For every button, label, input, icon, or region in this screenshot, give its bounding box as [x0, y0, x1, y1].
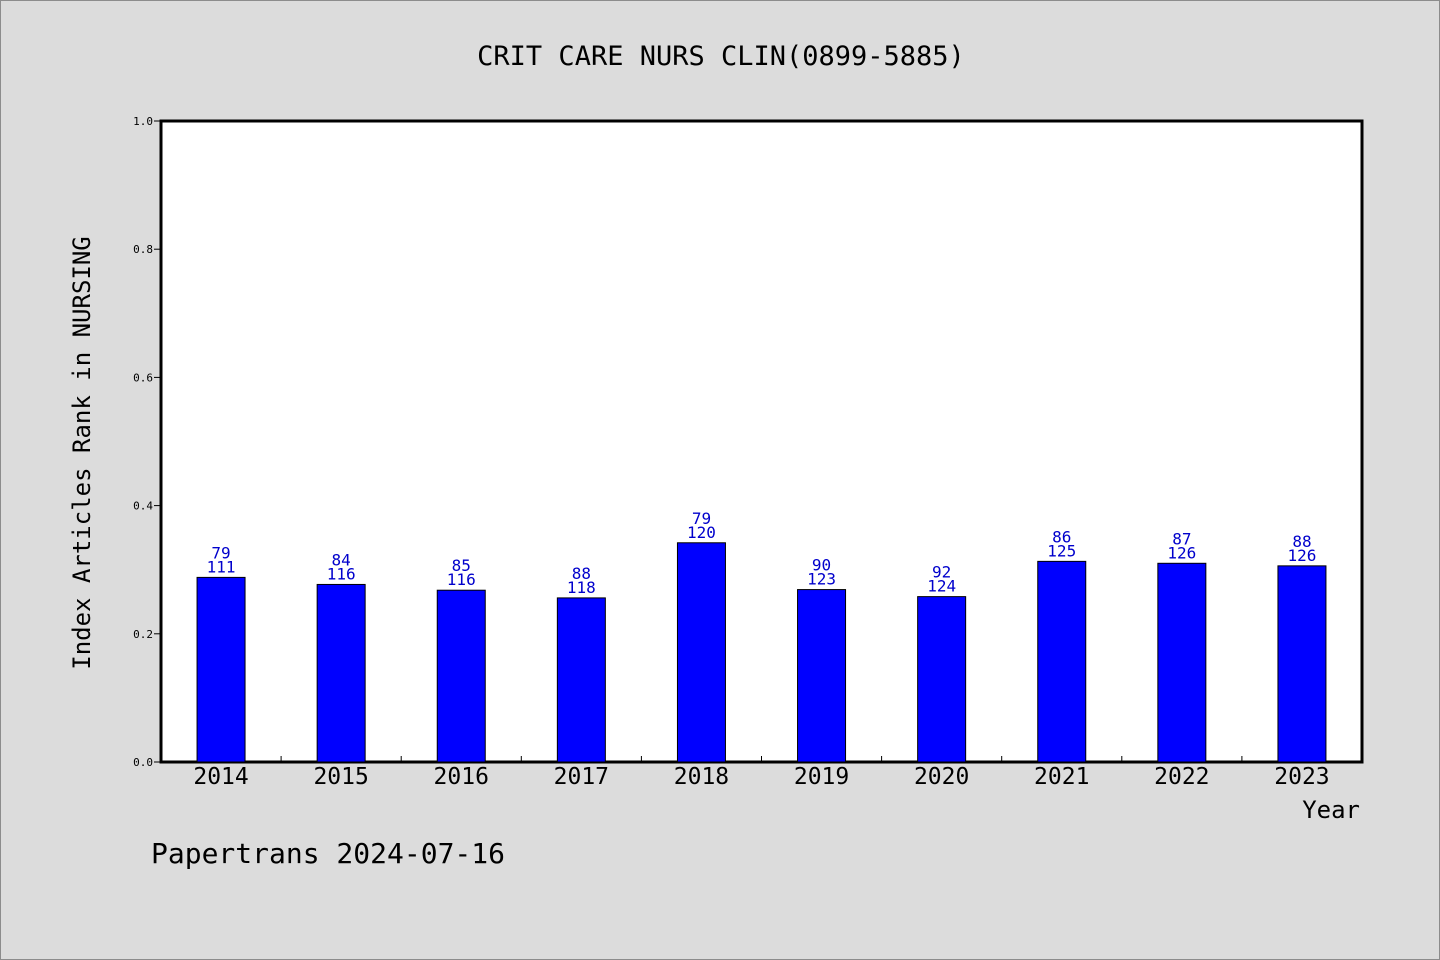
rank-label: 79 [692, 509, 711, 528]
bar-2023 [1277, 565, 1327, 763]
footer-credit: Papertrans 2024-07-16 [151, 837, 505, 870]
x-tick-label: 2021 [1034, 764, 1089, 790]
bar-2021 [1037, 560, 1087, 763]
bar-2018 [676, 542, 726, 763]
x-axis: 2014 2015 2016 2017 2018 2019 2020 2021 2022 2023 [193, 756, 1330, 790]
y-tick-label: 0.8 [133, 243, 153, 256]
total-label: 124 [927, 577, 956, 596]
total-label: 123 [807, 570, 836, 589]
y-tick-label: 0.0 [133, 756, 153, 769]
total-label: 126 [1287, 546, 1316, 565]
x-tick-label: 2016 [434, 764, 489, 790]
rank-label: 85 [452, 556, 471, 575]
x-tick-label: 2023 [1274, 764, 1329, 790]
x-tick-label: 2020 [914, 764, 969, 790]
bar-2014 [196, 576, 246, 763]
rank-label: 90 [812, 556, 831, 575]
bar-2016 [436, 589, 486, 763]
bar-2022 [1157, 562, 1207, 763]
y-axis-label: Index Articles Rank in NURSING [68, 236, 96, 669]
x-tick-label: 2017 [554, 764, 609, 790]
x-tick-label: 2015 [313, 764, 368, 790]
rank-label: 88 [572, 564, 591, 583]
chart-title: CRIT CARE NURS CLIN(0899-5885) [477, 41, 965, 72]
y-axis: 0.0 0.2 0.4 0.6 0.8 1.0 [133, 115, 161, 769]
rank-label: 87 [1172, 529, 1191, 548]
rank-label: 86 [1052, 527, 1071, 546]
total-label: 111 [207, 557, 236, 576]
y-tick-label: 0.4 [133, 500, 153, 513]
total-label: 120 [687, 523, 716, 542]
bar-2015 [316, 583, 366, 763]
rank-label: 88 [1292, 532, 1311, 551]
y-tick-label: 0.2 [133, 628, 153, 641]
total-label: 126 [1167, 543, 1196, 562]
rank-label: 92 [932, 563, 951, 582]
x-tick-label: 2014 [193, 764, 248, 790]
rank-label: 79 [211, 543, 230, 562]
total-label: 116 [447, 570, 476, 589]
bar-2020 [917, 596, 967, 763]
bar-2017 [556, 597, 606, 763]
y-tick-label: 1.0 [133, 115, 153, 128]
rank-label: 84 [332, 550, 351, 569]
bars [196, 542, 1327, 763]
x-axis-label: Year [1302, 796, 1360, 824]
total-label: 125 [1047, 541, 1076, 560]
bar-2019 [797, 589, 847, 763]
total-label: 116 [327, 564, 356, 583]
y-tick-label: 0.6 [133, 371, 153, 384]
x-tick-label: 2019 [794, 764, 849, 790]
x-tick-label: 2022 [1154, 764, 1209, 790]
x-tick-label: 2018 [674, 764, 729, 790]
total-label: 118 [567, 578, 596, 597]
